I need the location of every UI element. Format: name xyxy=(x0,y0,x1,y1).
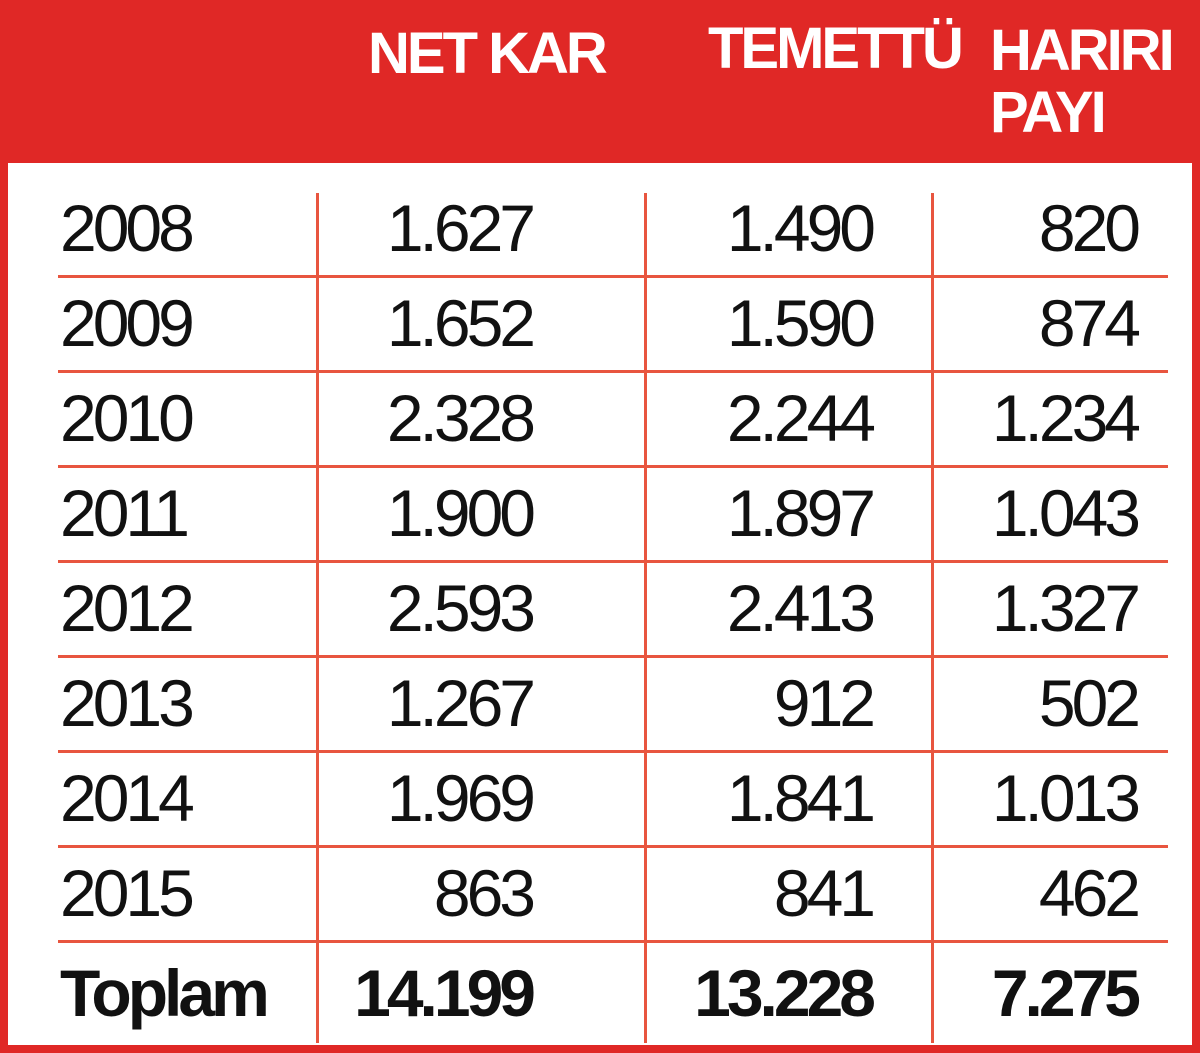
cell-value: 502 xyxy=(1038,666,1141,740)
column-header: TEMETTÜ xyxy=(708,16,964,81)
cell-value: 14.199 xyxy=(354,956,536,1030)
row-label: Toplam xyxy=(60,956,270,1030)
cell-value: 2.413 xyxy=(726,571,876,645)
row-divider xyxy=(58,275,1168,278)
cell-value: 1.327 xyxy=(991,571,1141,645)
row-label: 2014 xyxy=(60,761,195,835)
cell-value: 1.897 xyxy=(726,476,876,550)
column-header: HARIRI PAYI xyxy=(990,18,1175,145)
cell-value: 1.627 xyxy=(386,191,536,265)
cell-value: 1.234 xyxy=(991,381,1141,455)
row-divider xyxy=(58,370,1168,373)
cell-value: 7.275 xyxy=(991,956,1141,1030)
row-label: 2012 xyxy=(60,571,195,645)
row-label: 2009 xyxy=(60,286,195,360)
cell-value: 1.590 xyxy=(726,286,876,360)
cell-value: 1.969 xyxy=(386,761,536,835)
row-label: 2010 xyxy=(60,381,195,455)
cell-value: 863 xyxy=(433,856,536,930)
row-divider xyxy=(58,655,1168,658)
row-label: 2008 xyxy=(60,191,195,265)
cell-value: 462 xyxy=(1038,856,1141,930)
cell-value: 1.900 xyxy=(386,476,536,550)
row-divider xyxy=(58,465,1168,468)
column-divider xyxy=(316,193,319,1043)
cell-value: 912 xyxy=(773,666,876,740)
cell-value: 1.267 xyxy=(386,666,536,740)
cell-value: 874 xyxy=(1038,286,1141,360)
column-header: NET KAR xyxy=(368,21,608,86)
cell-value: 1.013 xyxy=(991,761,1141,835)
row-label: 2015 xyxy=(60,856,195,930)
cell-value: 820 xyxy=(1038,191,1141,265)
header-band: NET KAR TEMETTÜ HARIRI PAYI xyxy=(8,8,1192,163)
cell-value: 13.228 xyxy=(694,956,876,1030)
cell-value: 1.043 xyxy=(991,476,1141,550)
cell-value: 1.652 xyxy=(386,286,536,360)
cell-value: 841 xyxy=(773,856,876,930)
cell-value: 1.490 xyxy=(726,191,876,265)
cell-value: 2.593 xyxy=(386,571,536,645)
row-divider xyxy=(58,845,1168,848)
row-divider xyxy=(58,560,1168,563)
row-divider xyxy=(58,940,1168,943)
cell-value: 2.244 xyxy=(726,381,876,455)
column-divider xyxy=(644,193,647,1043)
column-divider xyxy=(931,193,934,1043)
cell-value: 2.328 xyxy=(386,381,536,455)
row-label: 2011 xyxy=(60,476,190,550)
cell-value: 1.841 xyxy=(726,761,876,835)
row-label: 2013 xyxy=(60,666,195,740)
row-divider xyxy=(58,750,1168,753)
